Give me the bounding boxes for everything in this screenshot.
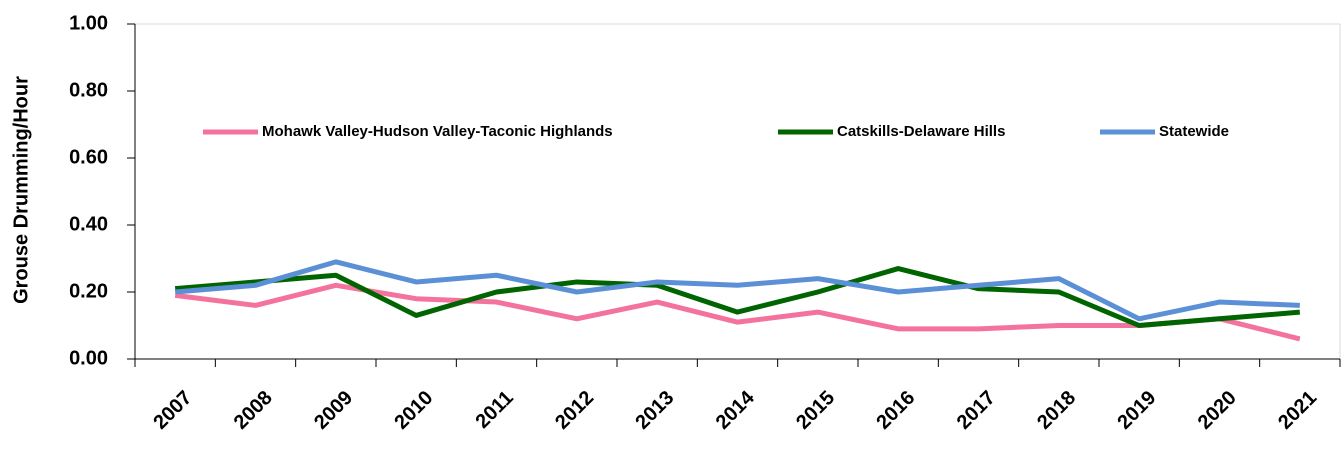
x-tick-label: 2017 [953, 387, 1000, 434]
x-tick-label: 2010 [390, 387, 437, 434]
series-line [174, 266, 1301, 328]
y-tick-label: 1.00 [69, 12, 108, 34]
y-tick-label: 0.60 [69, 146, 108, 168]
x-tick-label: 2007 [149, 387, 196, 434]
x-tick-label: 2019 [1113, 387, 1160, 434]
legend-label: Catskills-Delaware Hills [837, 123, 1005, 140]
x-tick-label: 2018 [1033, 387, 1080, 434]
x-tick-label: 2021 [1274, 387, 1321, 434]
x-tick-label: 2009 [310, 387, 357, 434]
x-tick-label: 2016 [872, 387, 919, 434]
x-tick-label: 2014 [712, 386, 760, 434]
series-line [174, 259, 1300, 322]
x-tick-label: 2012 [551, 387, 598, 434]
legend-label: Statewide [1159, 123, 1229, 140]
y-tick-label: 0.40 [69, 213, 108, 235]
y-tick-label: 0.80 [69, 79, 108, 101]
x-tick-label: 2015 [792, 387, 839, 434]
x-tick-label: 2020 [1194, 387, 1241, 434]
x-tick-label: 2013 [631, 387, 678, 434]
x-tick-label: 2008 [230, 387, 277, 434]
x-tick-label: 2011 [472, 387, 518, 433]
y-tick-label: 0.00 [69, 347, 108, 369]
legend-label: Mohawk Valley-Hudson Valley-Taconic High… [262, 123, 613, 140]
y-tick-label: 0.20 [69, 280, 108, 302]
y-axis-title: Grouse Drumming/Hour [10, 76, 32, 304]
